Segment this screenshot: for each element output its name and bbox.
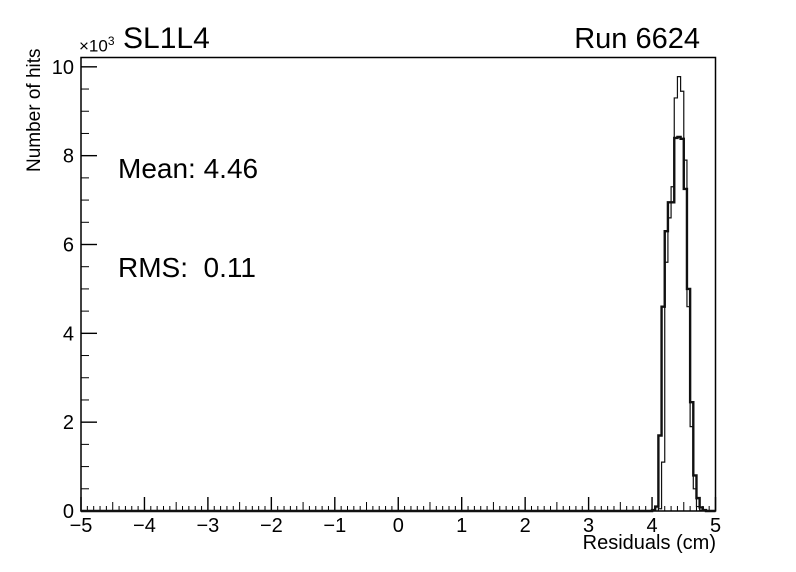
x-tick-label: −4 (133, 515, 156, 537)
y-axis-title: Number of hits (24, 48, 45, 172)
y-tick-label: 10 (52, 57, 74, 79)
x-tick-label: 0 (393, 515, 404, 537)
run-number-label: Run 6624 (574, 23, 700, 55)
x-tick-label: −1 (323, 515, 346, 537)
exponent-power: 3 (107, 34, 115, 48)
y-tick-label: 0 (63, 501, 74, 523)
y-axis-exponent: ×103 (79, 35, 115, 55)
mean-value: Mean: 4.46 (118, 153, 259, 184)
histogram-outline-residuals-outer (81, 135, 716, 513)
x-axis-title: Residuals (cm) (582, 532, 716, 554)
histogram-outline-residuals-inner (657, 75, 704, 511)
y-tick-label: 4 (63, 323, 74, 345)
plot-title: SL1L4 (123, 22, 210, 55)
y-tick-label: 8 (63, 146, 74, 168)
y-tick-label: 2 (63, 412, 74, 434)
x-tick-label: −2 (260, 515, 283, 537)
x-tick-label: 5 (710, 515, 721, 537)
x-tick-label: −3 (196, 515, 219, 537)
y-tick-label: 6 (63, 234, 74, 256)
x-tick-label: 3 (583, 515, 594, 537)
rms-value: RMS: 0.11 (118, 252, 256, 283)
exponent-mantissa: ×10 (79, 36, 108, 56)
stats-box: Mean: 4.46 RMS: 0.11 (118, 86, 258, 350)
x-tick-label: 1 (456, 515, 467, 537)
x-tick-label: −5 (70, 515, 93, 537)
x-tick-label: 2 (520, 515, 531, 537)
x-tick-label: 4 (646, 515, 657, 537)
